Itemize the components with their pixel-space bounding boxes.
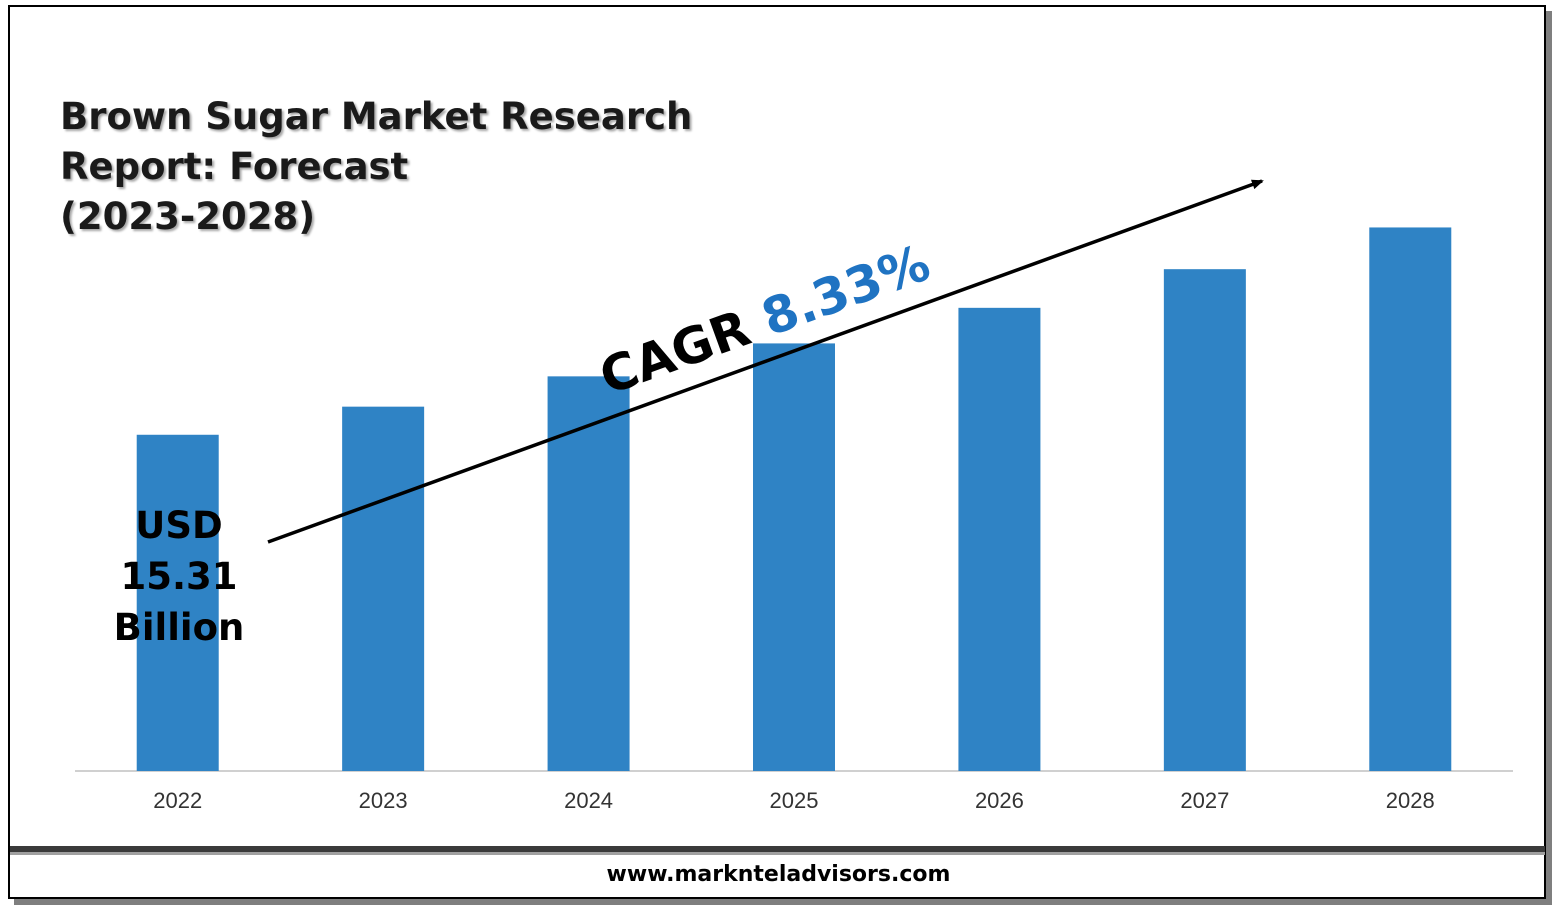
x-tick-label-2028: 2028: [1386, 788, 1435, 813]
chart-title: Brown Sugar Market Research Report: Fore…: [60, 92, 692, 242]
bar-2025: [753, 343, 835, 771]
bar-2027: [1163, 269, 1246, 771]
start-value-unit: Billion: [113, 606, 245, 649]
bar-2028: [1369, 227, 1452, 772]
bar-2026: [958, 307, 1041, 771]
x-tick-label-2027: 2027: [1180, 788, 1229, 813]
cagr-label: CAGR: [592, 293, 774, 406]
footer-divider-shadow: [10, 852, 1545, 855]
bar-2022: [136, 434, 219, 771]
start-value-label: USD 15.31 Billion: [96, 500, 262, 653]
x-tick-label-2026: 2026: [975, 788, 1024, 813]
title-line-2: Report: Forecast: [60, 145, 409, 188]
title-line-3: (2023-2028): [60, 195, 316, 238]
footer-divider: [10, 846, 1545, 852]
bar-2023: [342, 406, 425, 771]
trend-arrow: [267, 179, 1264, 544]
title-line-1: Brown Sugar Market Research: [60, 95, 693, 138]
x-tick-label-2025: 2025: [770, 788, 819, 813]
start-value-number: 15.31: [120, 555, 238, 598]
x-tick-label-2024: 2024: [564, 788, 613, 813]
bar-2024: [547, 376, 630, 771]
footer-url: www.marknteladvisors.com: [606, 862, 951, 887]
x-tick-label-2022: 2022: [153, 788, 202, 813]
x-tick-label-2023: 2023: [359, 788, 408, 813]
start-value-currency: USD: [135, 504, 223, 547]
